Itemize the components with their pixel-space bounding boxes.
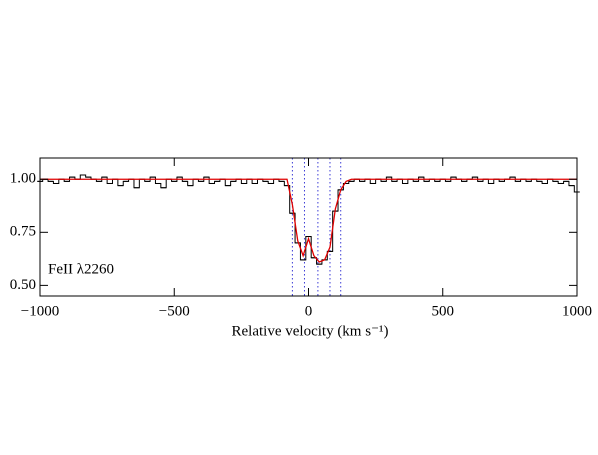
x-tick-label: 0 [305,303,313,319]
x-axis-label: Relative velocity (km s⁻¹) [232,323,389,339]
x-tick-label: 1000 [562,303,592,319]
x-tick-label: −1000 [21,303,59,319]
x-tick-label: 500 [432,303,455,319]
y-tick-label: 1.00 [10,171,36,187]
y-tick-label: 0.75 [10,224,36,240]
step-connector [37,174,580,265]
y-tick-label: 0.50 [10,277,36,293]
line-label: FeII λ2260 [48,261,114,277]
x-tick-label: −500 [159,303,190,319]
model-line [40,178,577,263]
